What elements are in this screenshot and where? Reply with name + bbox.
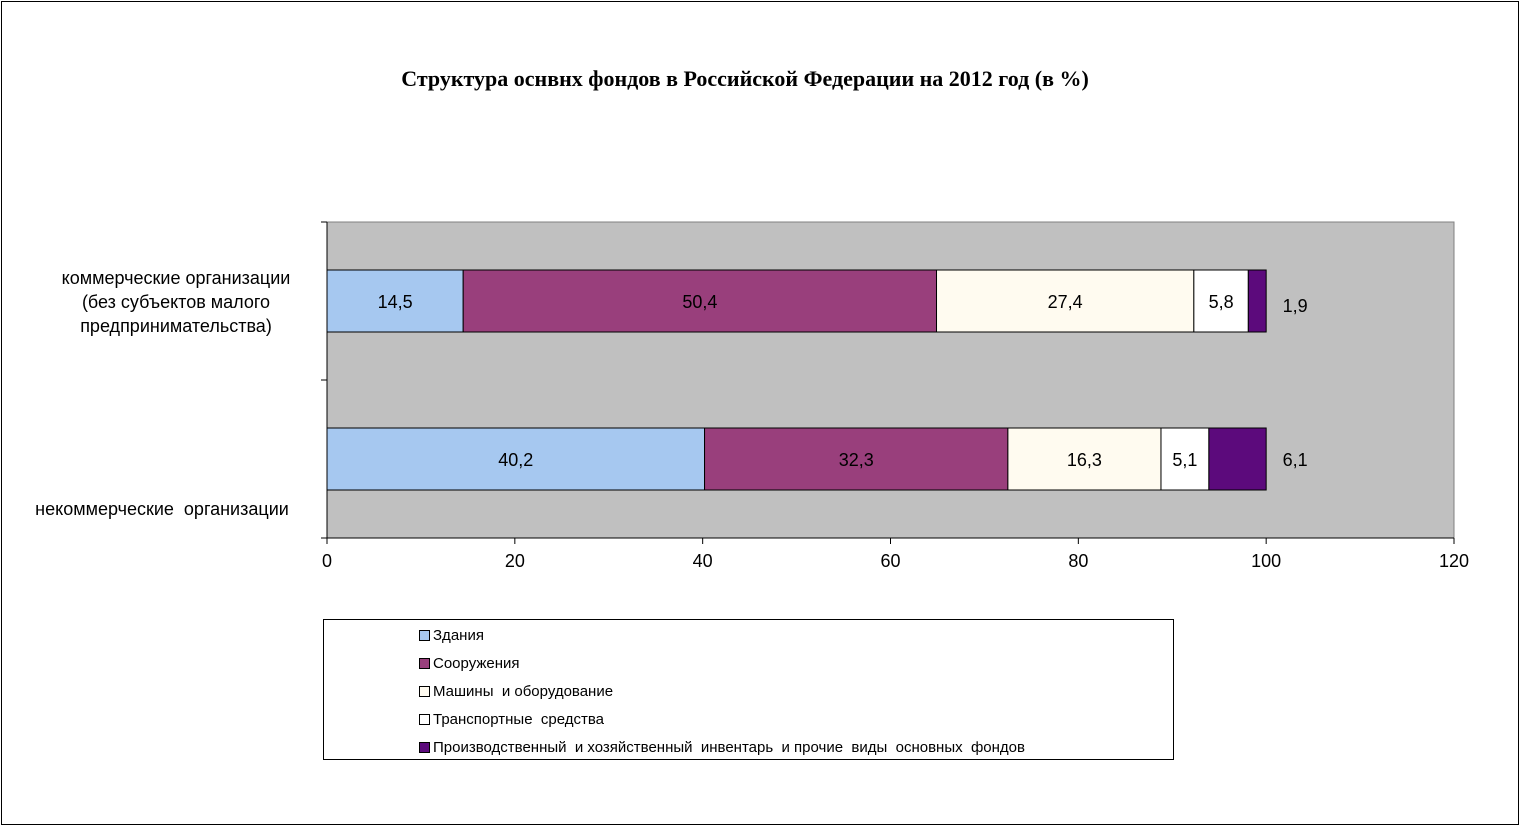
- legend-item-vehicles: Транспортные средства: [419, 708, 604, 730]
- x-tick-label: 120: [1439, 551, 1469, 571]
- legend-label: Транспортные средства: [433, 710, 604, 728]
- legend-item-inventory: Производственный и хозяйственный инвента…: [419, 736, 1025, 758]
- legend-item-buildings: Здания: [419, 624, 484, 646]
- legend-item-machinery: Машины и оборудование: [419, 680, 613, 702]
- legend-swatch: [419, 657, 430, 669]
- legend-swatch: [419, 741, 430, 753]
- bar-segment: [1007, 427, 1162, 491]
- x-tick-label: 40: [693, 551, 713, 571]
- bar-segment: [1193, 269, 1249, 333]
- legend-swatch: [419, 713, 430, 725]
- plot-area: [326, 221, 1455, 539]
- bar-segment: [326, 269, 464, 333]
- x-tick-label: 20: [505, 551, 525, 571]
- category-label-noncommercial: некоммерческие организации: [4, 449, 320, 545]
- bar-segment: [1160, 427, 1210, 491]
- category-label-line: предпринимательства): [80, 316, 272, 336]
- x-tick-label: 0: [322, 551, 332, 571]
- bar-segment: [1247, 269, 1267, 333]
- data-label: 16,3: [1067, 450, 1102, 470]
- x-tick-label: 100: [1251, 551, 1281, 571]
- data-label: 5,1: [1172, 450, 1197, 470]
- data-label: 40,2: [498, 450, 533, 470]
- x-tick-label: 60: [880, 551, 900, 571]
- chart-title: Структура оснвнх фондов в Российской Фед…: [401, 66, 1089, 91]
- data-label: 32,3: [839, 450, 874, 470]
- data-label: 27,4: [1048, 292, 1083, 312]
- category-label-commercial: коммерческие организации (без субъектов …: [18, 266, 334, 338]
- category-label-line: (без субъектов малого: [81, 292, 271, 312]
- legend-label: Производственный и хозяйственный инвента…: [433, 738, 1025, 756]
- legend-swatch: [419, 685, 430, 697]
- legend-swatch: [419, 629, 430, 641]
- bar-segment: [1208, 427, 1267, 491]
- data-label: 50,4: [682, 292, 717, 312]
- bar-segment: [936, 269, 1195, 333]
- data-label: 5,8: [1209, 292, 1234, 312]
- legend-label: Сооружения: [433, 654, 520, 672]
- data-label: 14,5: [378, 292, 413, 312]
- bar-segment: [462, 269, 938, 333]
- bar-chart-plot: 0 20 40 60 80 100 120 14,5 50,4 27,4 5,8 1,9 40,2 32,…: [321, 221, 1469, 571]
- legend: Здания Сооружения Машины и оборудование …: [323, 619, 1174, 760]
- bar-segment: [704, 427, 1009, 491]
- category-label-line: некоммерческие организации: [35, 499, 289, 519]
- data-label: 1,9: [1283, 296, 1308, 316]
- data-label: 6,1: [1283, 450, 1308, 470]
- x-tick-label: 80: [1068, 551, 1088, 571]
- legend-label: Здания: [433, 626, 484, 644]
- category-label-line: коммерческие организации: [61, 268, 291, 288]
- legend-label: Машины и оборудование: [433, 682, 614, 700]
- bar-segment: [326, 427, 706, 491]
- legend-item-structures: Сооружения: [419, 652, 520, 674]
